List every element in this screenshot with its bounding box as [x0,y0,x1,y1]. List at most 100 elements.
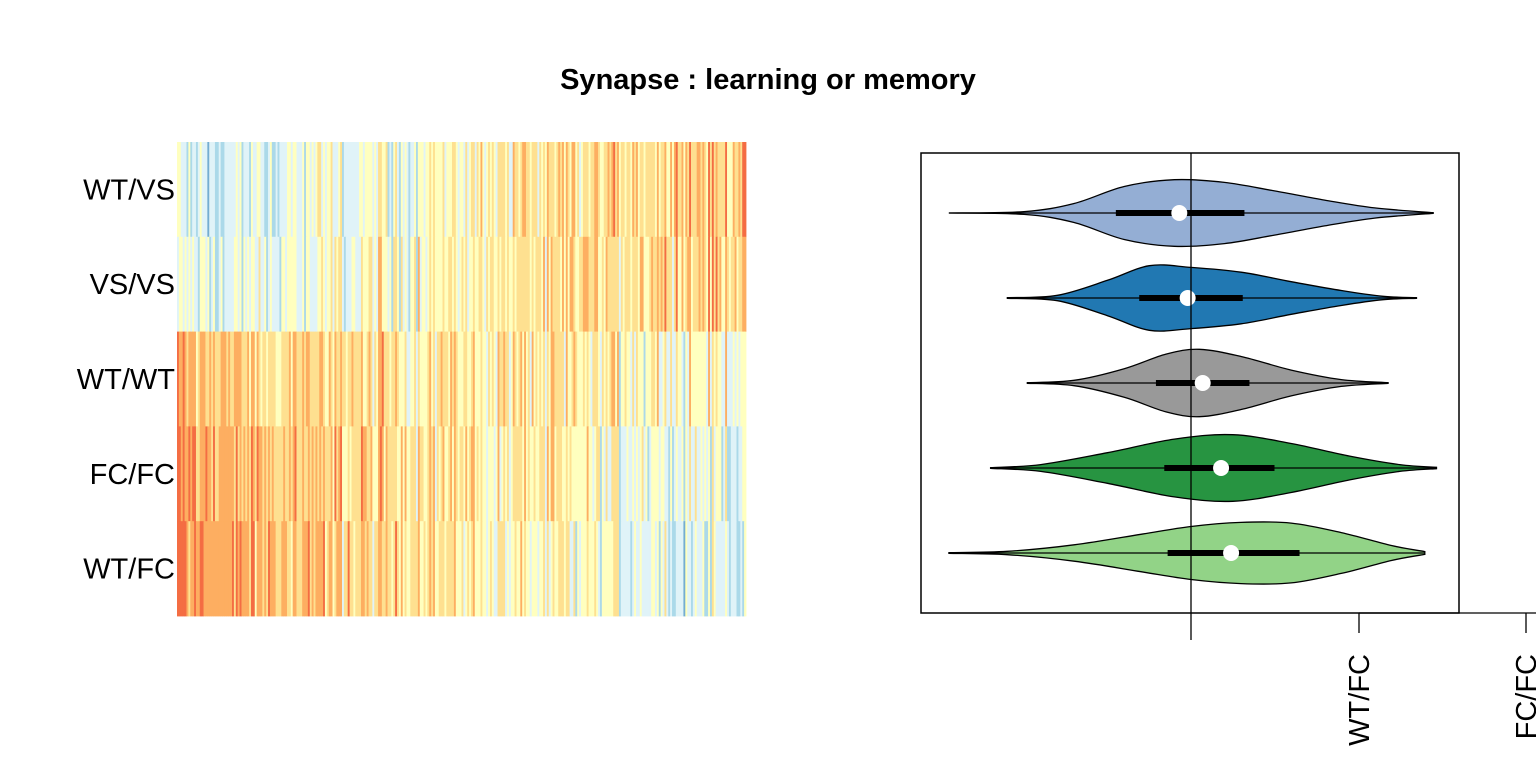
heatmap-row-label: FC/FC [90,459,175,491]
heatmap-cell [406,426,409,522]
heatmap-cell [723,236,726,332]
heatmap-cell [315,331,318,427]
heatmap-cell [579,331,582,427]
heatmap-cell [459,236,462,332]
heatmap-cell [264,426,267,522]
heatmap-cell [233,521,237,617]
heatmap-cell [226,142,229,238]
heatmap-cell [742,426,745,522]
heatmap-cell [415,142,419,238]
heatmap-cell [192,521,195,617]
heatmap-cell [654,142,658,238]
heatmap-cell [584,236,588,332]
heatmap-cell [450,521,453,617]
heatmap-cell [321,236,324,332]
heatmap-cell [673,142,677,238]
heatmap-cell [691,521,694,617]
heatmap-cell [624,331,627,427]
heatmap-cell [592,426,595,522]
heatmap-cell [330,426,333,522]
heatmap-cell [233,331,237,427]
heatmap-cell [368,236,371,332]
heatmap-cell [529,331,533,427]
heatmap-cell [268,142,271,238]
heatmap-cell [687,426,690,522]
heatmap-cell [370,331,373,427]
heatmap-cell [285,426,288,522]
heatmap-cell [507,236,510,332]
heatmap-cell [180,142,184,238]
heatmap-cell [262,331,265,427]
heatmap-cell [501,236,504,332]
heatmap-cell [719,426,722,522]
heatmap-cell [493,426,497,522]
heatmap-cell [279,331,282,427]
heatmap-cell [611,426,614,522]
heatmap-cell [404,331,407,427]
heatmap-cell [702,426,705,522]
heatmap-cell [323,521,326,617]
heatmap-cell [681,331,684,427]
heatmap-cell [427,142,430,238]
heatmap-cell [349,521,352,617]
heatmap-cell [537,521,540,617]
heatmap-cell [626,521,629,617]
heatmap-cell [603,142,607,238]
heatmap-cell [220,236,223,332]
heatmap-cell [499,236,502,332]
heatmap-cell [326,142,330,238]
heatmap-cell [740,142,743,238]
heatmap-cell [357,142,360,238]
heatmap-cell [732,331,736,427]
heatmap-cell [725,236,728,332]
heatmap-cell [300,426,303,522]
heatmap-cell [721,521,724,617]
heatmap-cell [624,236,627,332]
heatmap-cell [410,331,413,427]
heatmap-cell [252,236,256,332]
heatmap-cell [562,426,565,522]
heatmap-cell [508,521,512,617]
heatmap-cell [630,236,633,332]
heatmap-cell [296,142,299,238]
heatmap-cell [469,521,472,617]
heatmap-row [177,142,747,238]
heatmap-cell [190,331,193,427]
heatmap-cell [571,426,574,522]
heatmap-cell [715,521,718,617]
heatmap-cell [654,426,658,522]
heatmap-cell [641,142,644,238]
heatmap-cell [740,426,743,522]
heatmap-cell [508,142,512,238]
heatmap-cell [440,142,443,238]
heatmap-cell [188,521,191,617]
heatmap-cell [558,236,561,332]
heatmap-cell [554,236,557,332]
heatmap-cell [740,236,743,332]
heatmap-cell [565,426,569,522]
heatmap-cell [323,331,326,427]
violin-vs-vs [1006,264,1418,332]
heatmap-cell [641,521,644,617]
heatmap-cell [653,331,656,427]
heatmap-cell [194,142,197,238]
heatmap-cell [201,521,204,617]
heatmap-cell [586,236,589,332]
heatmap-cell [359,521,362,617]
heatmap-cell [645,236,648,332]
heatmap-cell [184,331,187,427]
heatmap-cell [541,142,544,238]
heatmap-cell [423,426,426,522]
heatmap-cell [302,426,305,522]
heatmap-cell [216,331,220,427]
heatmap-cell [201,236,204,332]
heatmap-cell [194,426,197,522]
heatmap-cell [482,521,485,617]
heatmap-cell [562,331,565,427]
heatmap-cell [264,142,267,238]
heatmap-cell [560,236,563,332]
heatmap-cell [457,521,461,617]
heatmap-cell [195,521,199,617]
heatmap-cell [668,331,671,427]
heatmap-cell [607,236,610,332]
